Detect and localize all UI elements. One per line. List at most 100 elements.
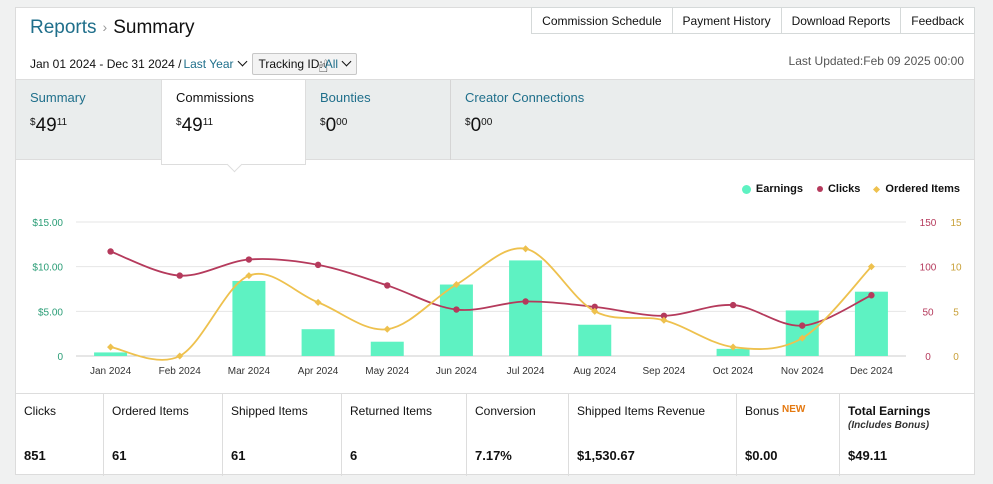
clicks-point (245, 256, 253, 263)
ordered-items-line (110, 247, 873, 361)
clicks-point (522, 298, 529, 305)
stat-label: Clicks (24, 404, 56, 418)
stat-value: $0.00 (745, 448, 778, 463)
period-label: Last Year (183, 57, 234, 71)
breadcrumb-separator: › (102, 19, 108, 35)
stat-label: Ordered Items (112, 404, 189, 418)
earnings-bar (716, 348, 750, 356)
stat-label: Conversion (475, 404, 536, 418)
tab-bounties[interactable]: Bounties $000 (306, 80, 450, 160)
stat-value: 61 (112, 448, 127, 463)
period-dropdown[interactable]: Last Year (183, 56, 247, 71)
earnings-bar (509, 260, 543, 356)
tab-divider (450, 80, 451, 160)
clicks-point (660, 312, 668, 319)
report-toolbar: Commission Schedule Payment History Down… (531, 7, 975, 34)
ordered-items-point (383, 325, 391, 333)
x-tick-label: Jun 2024 (436, 366, 478, 377)
clicks-point (107, 248, 114, 255)
earnings-bar (578, 324, 612, 356)
clicks-point (453, 306, 460, 313)
earnings-bar (94, 352, 128, 356)
last-updated: Last Updated:Feb 09 2025 00:00 (788, 54, 964, 68)
legend-clicks[interactable]: Clicks (816, 183, 861, 195)
tracking-id-value: All (324, 57, 339, 71)
x-tick-label: Aug 2024 (573, 366, 616, 377)
ordered-items-point (729, 343, 737, 351)
stat-value: 851 (24, 448, 46, 463)
x-tick-label: Oct 2024 (713, 366, 754, 377)
x-tick-label: Jul 2024 (507, 366, 545, 377)
clicks-point (799, 322, 806, 329)
tab-commissions[interactable]: Commissions $4911 (161, 80, 306, 165)
tracking-id-label: Tracking ID: (258, 57, 323, 71)
x-tick-label: Dec 2024 (850, 366, 893, 377)
tab-label: Summary (30, 90, 86, 105)
tab-label: Commissions (176, 90, 255, 105)
ordered-items-point (245, 272, 253, 280)
stat-returned-items: Returned Items 6 (342, 394, 467, 476)
x-tick-label: Mar 2024 (228, 366, 271, 377)
stat-sublabel: (Includes Bonus) (848, 420, 930, 431)
earnings-bar (439, 284, 473, 356)
download-reports-button[interactable]: Download Reports (781, 7, 902, 34)
stat-shipped-items: Shipped Items 61 (223, 394, 342, 476)
stat-label: Shipped Items Revenue (577, 404, 706, 418)
stat-label: Returned Items (350, 404, 433, 418)
x-tick-label: Apr 2024 (298, 366, 339, 377)
clicks-point (314, 261, 322, 269)
tab-label: Bounties (320, 90, 371, 105)
ordered-items-point (591, 307, 599, 315)
y-left-tick: $5.00 (38, 307, 63, 318)
earnings-bar (232, 280, 266, 356)
breadcrumb-reports-link[interactable]: Reports (30, 17, 97, 38)
y-right-clicks-tick: 50 (922, 307, 934, 318)
stat-value: 61 (231, 448, 246, 463)
stat-value: 6 (350, 448, 358, 463)
stat-conversion: Conversion 7.17% (467, 394, 569, 476)
date-range: Jan 01 2024 - Dec 31 2024 / (30, 57, 182, 71)
x-tick-label: Sep 2024 (643, 366, 686, 377)
y-right-clicks-tick: 100 (920, 263, 937, 274)
commission-schedule-button[interactable]: Commission Schedule (531, 7, 673, 34)
ordered-items-point (867, 263, 875, 271)
tab-creator-connections[interactable]: Creator Connections $000 (451, 80, 651, 160)
ordered-items-point (522, 245, 530, 253)
feedback-button[interactable]: Feedback (901, 7, 975, 34)
stat-bonus: Bonus NEW $0.00 (737, 394, 840, 476)
tab-amount: $4911 (176, 115, 214, 136)
stat-total-earnings: Total Earnings (Includes Bonus) $49.11 (840, 394, 974, 476)
legend-earnings[interactable]: Earnings (741, 183, 803, 195)
y-left-tick: 0 (57, 352, 63, 363)
x-tick-label: May 2024 (365, 366, 409, 377)
legend-clicks-label: Clicks (827, 183, 861, 195)
tab-summary[interactable]: Summary $4911 (16, 80, 161, 160)
page-title: Summary (113, 17, 195, 38)
y-left-tick: $15.00 (32, 218, 63, 229)
legend-ordered-items[interactable]: Ordered Items (873, 183, 960, 195)
legend-ordered-swatch (873, 185, 881, 193)
legend-earnings-swatch (741, 184, 751, 194)
reports-panel: Reports › Summary Commission Schedule Paym… (15, 7, 975, 476)
legend-clicks-swatch (816, 186, 823, 192)
payment-history-button[interactable]: Payment History (672, 7, 782, 34)
y-right-ordered-tick: 0 (953, 352, 959, 363)
clicks-point (868, 292, 875, 299)
clicks-point (176, 272, 183, 279)
chart-legend: Earnings Clicks Ordered Items (728, 183, 960, 195)
filter-row: Jan 01 2024 - Dec 31 2024 / Last Year Tr… (30, 53, 358, 75)
tracking-id-dropdown[interactable]: Tracking ID: All (251, 53, 358, 75)
earnings-tabs: Summary $4911 Commissions $4911 Bounties… (16, 79, 974, 165)
earnings-bar (854, 291, 888, 356)
y-right-ordered-tick: 10 (950, 263, 962, 274)
stat-value: 7.17% (475, 448, 512, 463)
clicks-point (384, 282, 391, 289)
clicks-line (110, 250, 872, 327)
stat-clicks: Clicks 851 (16, 394, 104, 476)
y-right-clicks-tick: 0 (925, 352, 931, 363)
x-tick-label: Jan 2024 (90, 366, 132, 377)
ordered-items-point (314, 298, 322, 306)
tab-amount: $4911 (30, 115, 68, 136)
clicks-point (591, 303, 598, 311)
